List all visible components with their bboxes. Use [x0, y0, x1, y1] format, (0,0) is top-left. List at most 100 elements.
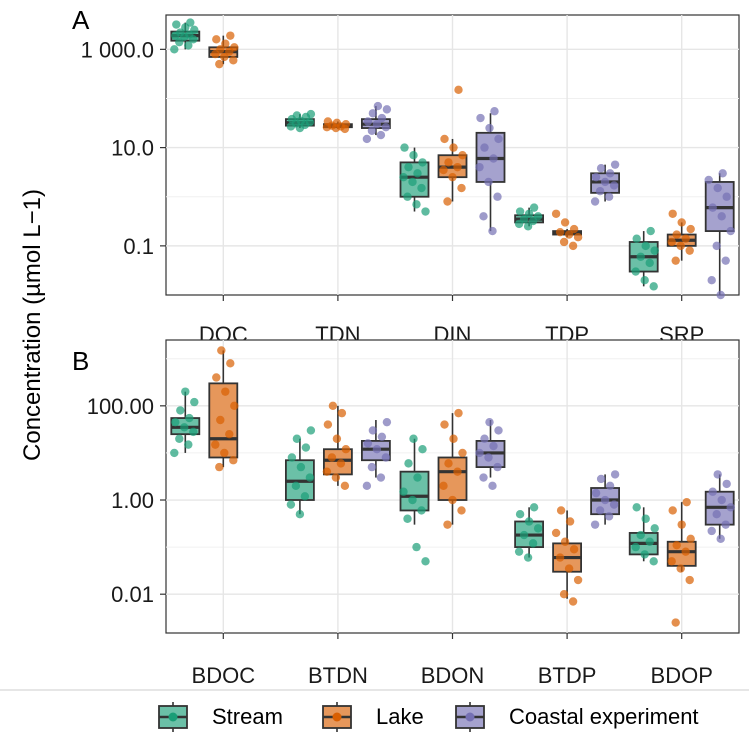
- data-point: [667, 237, 676, 247]
- y-axis-title: Concentration (µmol L−1): [19, 189, 46, 461]
- box-coastal-experiment-bdop: [704, 470, 735, 544]
- data-point: [712, 509, 721, 519]
- data-point: [185, 413, 194, 423]
- legend-label-coastal: Coastal experiment: [509, 704, 699, 729]
- data-point: [519, 214, 529, 224]
- data-point: [403, 514, 412, 523]
- y-tick-label: 100.00: [87, 394, 154, 419]
- data-point: [340, 481, 350, 491]
- data-point: [494, 134, 503, 144]
- data-point: [327, 453, 337, 462]
- data-point: [533, 524, 543, 533]
- box-coastal-experiment-tdn: [360, 101, 392, 144]
- data-point: [529, 203, 539, 212]
- box-coastal-experiment-bdon: [475, 417, 506, 491]
- data-point: [230, 401, 239, 411]
- data-point: [573, 233, 583, 242]
- data-point: [610, 160, 620, 169]
- data-point: [363, 117, 373, 126]
- data-point: [717, 212, 726, 221]
- panel-b: B 0.01 1.00 100.00 BDOC BTDN BDON BTDP BDOP: [72, 339, 740, 688]
- panel-a-marks: [170, 18, 735, 300]
- data-point: [337, 408, 347, 418]
- data-point: [229, 456, 238, 465]
- data-point: [331, 473, 341, 482]
- data-point: [716, 290, 725, 300]
- data-point: [722, 192, 731, 201]
- box-lake-btdp: [551, 506, 583, 606]
- data-point: [529, 503, 539, 512]
- data-point: [515, 509, 525, 519]
- data-point: [322, 467, 332, 476]
- box-lake-doc: [208, 31, 239, 69]
- data-point: [229, 56, 238, 65]
- data-point: [412, 542, 421, 552]
- data-point: [704, 175, 713, 185]
- data-point: [190, 397, 199, 407]
- data-point: [212, 35, 221, 44]
- data-point: [672, 540, 681, 550]
- data-point: [175, 37, 184, 47]
- data-point: [417, 183, 426, 193]
- data-point: [409, 434, 418, 443]
- data-point: [494, 426, 503, 435]
- data-point: [671, 256, 680, 265]
- data-point: [458, 151, 467, 160]
- data-point: [707, 526, 716, 536]
- data-point: [641, 514, 650, 523]
- x-tick-label-btdn: BTDN: [308, 663, 368, 688]
- data-point: [453, 162, 462, 172]
- data-point: [181, 387, 190, 396]
- data-point: [449, 143, 458, 152]
- data-point: [636, 252, 645, 261]
- data-point: [565, 517, 575, 526]
- box-coastal-experiment-din: [475, 107, 506, 236]
- data-point: [189, 427, 198, 437]
- panel-b-marks: [170, 346, 735, 627]
- data-point: [591, 172, 601, 182]
- box-lake-tdp: [551, 209, 583, 251]
- data-point: [707, 276, 716, 285]
- data-point: [439, 481, 448, 491]
- x-tick-label-bdoc: BDOC: [192, 663, 256, 688]
- data-point: [533, 212, 543, 221]
- data-point: [573, 575, 583, 585]
- data-point: [217, 346, 226, 355]
- x-tick-label-bdop: BDOP: [651, 663, 713, 688]
- data-point: [409, 151, 418, 160]
- data-point: [368, 109, 378, 118]
- data-point: [475, 162, 484, 172]
- data-point: [591, 488, 601, 498]
- data-point: [640, 276, 649, 285]
- data-point: [515, 207, 525, 216]
- data-point: [170, 448, 179, 458]
- data-point: [400, 143, 409, 152]
- data-point: [225, 429, 234, 439]
- data-point: [172, 20, 181, 29]
- panel-b-x-axis: BDOC BTDN BDON BTDP BDOP: [192, 633, 713, 688]
- data-point: [609, 181, 619, 190]
- data-point: [458, 448, 467, 458]
- panel-a-tag: A: [72, 5, 90, 35]
- box-lake-bdoc: [208, 346, 239, 472]
- legend-item-lake: Lake: [322, 702, 424, 732]
- data-point: [528, 539, 538, 548]
- data-point: [555, 227, 565, 237]
- data-point: [667, 557, 676, 566]
- data-point: [175, 434, 184, 443]
- data-point: [721, 520, 730, 529]
- data-point: [439, 165, 448, 175]
- data-point: [226, 359, 235, 368]
- data-point: [184, 41, 193, 50]
- data-point: [444, 459, 453, 468]
- data-point: [490, 107, 499, 116]
- data-point: [292, 434, 302, 443]
- data-point: [555, 553, 565, 562]
- data-point: [479, 212, 488, 221]
- data-point: [712, 241, 721, 251]
- data-point: [641, 241, 650, 251]
- data-point: [292, 111, 302, 120]
- data-point: [489, 441, 498, 451]
- data-point: [523, 222, 533, 231]
- box-coastal-experiment-tdp: [590, 160, 620, 206]
